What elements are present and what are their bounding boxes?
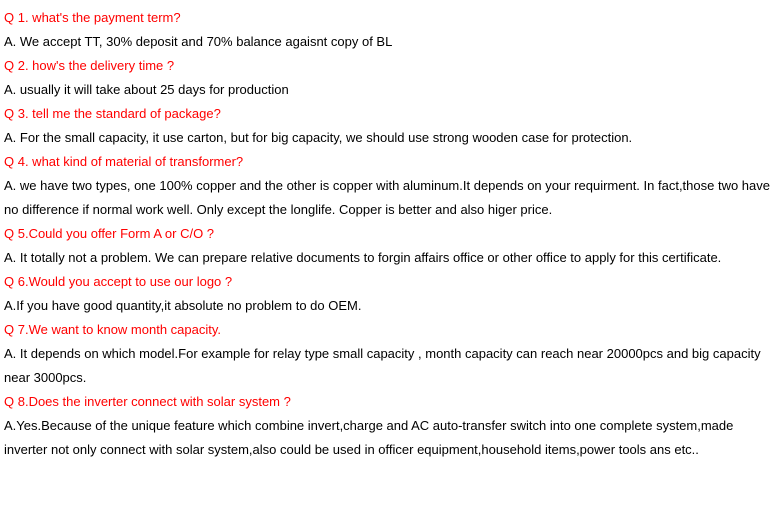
faq-a6: A.If you have good quantity,it absolute … [4,294,773,318]
faq-a3: A. For the small capacity, it use carton… [4,126,773,150]
faq-a4: A. we have two types, one 100% copper an… [4,174,773,222]
faq-q4: Q 4. what kind of material of transforme… [4,150,773,174]
faq-q3: Q 3. tell me the standard of package? [4,102,773,126]
faq-q6: Q 6.Would you accept to use our logo ? [4,270,773,294]
faq-a5: A. It totally not a problem. We can prep… [4,246,773,270]
faq-a8: A.Yes.Because of the unique feature whic… [4,414,773,462]
faq-q1: Q 1. what's the payment term? [4,6,773,30]
faq-q8: Q 8.Does the inverter connect with solar… [4,390,773,414]
faq-q2: Q 2. how's the delivery time ? [4,54,773,78]
faq-list: Q 1. what's the payment term? A. We acce… [4,6,773,462]
faq-a1: A. We accept TT, 30% deposit and 70% bal… [4,30,773,54]
faq-a7: A. It depends on which model.For example… [4,342,773,390]
faq-q7: Q 7.We want to know month capacity. [4,318,773,342]
faq-a2: A. usually it will take about 25 days fo… [4,78,773,102]
faq-q5: Q 5.Could you offer Form A or C/O ? [4,222,773,246]
